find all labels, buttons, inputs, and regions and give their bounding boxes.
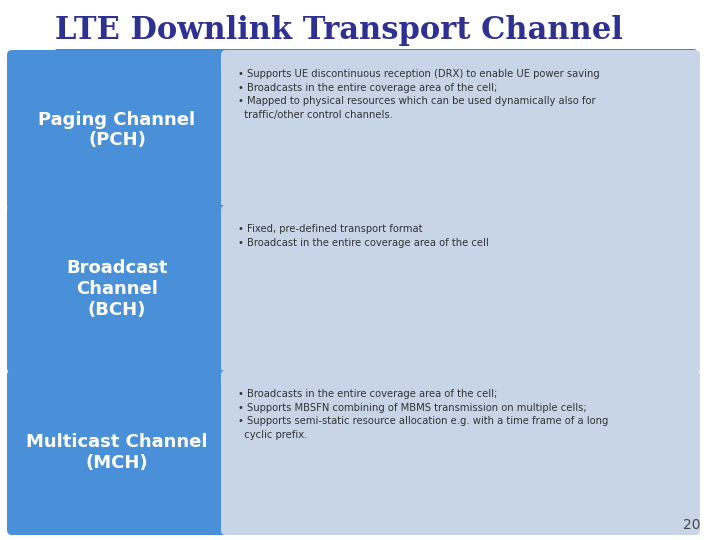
Text: Multicast Channel
(MCH): Multicast Channel (MCH) [26,433,208,472]
FancyBboxPatch shape [7,205,227,373]
Text: Paging Channel
(PCH): Paging Channel (PCH) [38,111,196,150]
Text: • Supports UE discontinuous reception (DRX) to enable UE power saving
• Broadcas: • Supports UE discontinuous reception (D… [238,69,600,120]
FancyBboxPatch shape [7,50,227,210]
Text: • Broadcasts in the entire coverage area of the cell;
• Supports MBSFN combining: • Broadcasts in the entire coverage area… [238,389,608,440]
FancyBboxPatch shape [221,370,700,535]
FancyBboxPatch shape [221,50,700,210]
Text: Broadcast
Channel
(BCH): Broadcast Channel (BCH) [66,259,168,319]
Text: 20: 20 [683,518,700,532]
Text: LTE Downlink Transport Channel: LTE Downlink Transport Channel [55,15,623,45]
FancyBboxPatch shape [7,370,227,535]
Text: • Fixed, pre-defined transport format
• Broadcast in the entire coverage area of: • Fixed, pre-defined transport format • … [238,224,489,248]
FancyBboxPatch shape [221,205,700,373]
